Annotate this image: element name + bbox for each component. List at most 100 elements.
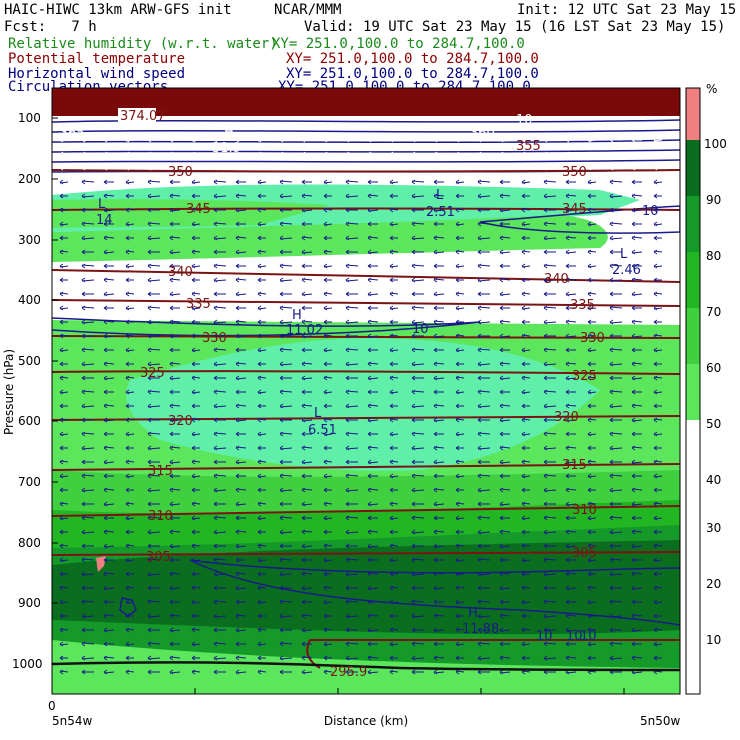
circulation-vector-head [499,571,504,577]
circulation-vector-head [147,123,152,129]
circulation-vector-head [103,431,108,437]
circulation-vector-head [301,235,306,241]
x-origin-label: 0 [48,699,56,713]
extremum-mark: H [224,125,234,140]
circulation-vector-head [653,641,658,647]
circulation-vector-head [455,291,460,297]
extremum-mark: L [98,197,106,212]
circulation-vector-head [455,543,460,549]
circulation-vector-head [367,613,372,619]
circulation-vector-head [191,305,196,311]
circulation-vector-head [345,305,350,311]
circulation-vector-head [323,641,328,647]
theta-label: 360 [470,126,495,141]
circulation-vector-head [169,389,174,395]
circulation-vector-head [257,473,262,479]
circulation-vector-head [631,123,636,129]
circulation-vector-head [103,291,108,297]
circulation-vector-head [213,333,218,339]
circulation-vector-head [367,501,372,507]
circulation-vector-head [323,389,328,395]
circulation-vector-head [653,515,658,521]
circulation-vector-head [169,305,174,311]
circulation-vector-head [411,263,416,269]
circulation-vector-head [499,403,504,409]
circulation-vector-head [631,193,636,199]
circulation-vector-head [59,263,64,269]
circulation-vector-head [433,165,438,171]
circulation-vector-head [279,319,284,325]
circulation-vector-head [301,417,306,423]
circulation-vector-head [191,613,196,619]
circulation-vector-head [565,179,570,185]
circulation-vector-head [125,487,130,493]
theta-label: 325 [572,369,597,384]
circulation-vector-head [631,235,636,241]
x-right-location: 5n50w [640,714,681,728]
circulation-vector-head [543,179,548,185]
circulation-vector-head [147,655,152,661]
circulation-vector-head [653,347,658,353]
circulation-vector-head [609,165,614,171]
circulation-vector-head [367,165,372,171]
circulation-vector-head [433,389,438,395]
circulation-vector-head [191,571,196,577]
circulation-vector-head [81,487,86,493]
circulation-vector-head [235,277,240,283]
circulation-vector-head [499,305,504,311]
circulation-vector-head [565,277,570,283]
circulation-vector-head [323,193,328,199]
circulation-vector-head [411,501,416,507]
circulation-vector-head [477,207,482,213]
circulation-vector-head [125,207,130,213]
circulation-vector-head [587,263,592,269]
circulation-vector-head [543,627,548,633]
circulation-vector-head [235,459,240,465]
rh-saturated-spot [96,556,106,572]
circulation-vector-head [521,417,526,423]
circulation-vector-head [345,557,350,563]
theta-label: 325 [140,366,165,381]
circulation-vector-head [59,179,64,185]
circulation-vector-head [81,599,86,605]
circulation-vector-head [147,151,152,157]
circulation-vector-head [587,529,592,535]
circulation-vector-head [499,543,504,549]
circulation-vector-head [125,193,130,199]
circulation-vector-head [587,501,592,507]
circulation-vector-head [389,151,394,157]
circulation-vector-head [169,627,174,633]
circulation-vector-head [389,627,394,633]
circulation-vector-head [565,487,570,493]
circulation-vector-head [587,627,592,633]
circulation-vector-head [59,361,64,367]
circulation-vector-head [147,459,152,465]
circulation-vector-head [125,375,130,381]
circulation-vector-head [279,333,284,339]
circulation-vector-head [213,375,218,381]
circulation-vector-head [389,263,394,269]
circulation-vector-head [389,515,394,521]
circulation-vector-head [543,557,548,563]
circulation-vector-head [345,375,350,381]
circulation-vector-head [213,417,218,423]
circulation-vector-head [367,627,372,633]
circulation-vector-head [543,291,548,297]
circulation-vector-head [323,375,328,381]
y-axis-title: Pressure (hPa) [2,349,16,435]
colorbar-unit: % [706,82,717,96]
circulation-vector-head [653,123,658,129]
circulation-vector-head [191,319,196,325]
circulation-vector-head [323,543,328,549]
circulation-vector-head [411,235,416,241]
theta-label: 315 [562,458,587,473]
circulation-vector-head [367,249,372,255]
circulation-vector-head [323,557,328,563]
circulation-vector-head [301,263,306,269]
circulation-vector-head [543,459,548,465]
circulation-vector-head [653,389,658,395]
circulation-vector-head [213,557,218,563]
circulation-vector-head [81,515,86,521]
circulation-vector-head [653,487,658,493]
circulation-vector-head [169,375,174,381]
